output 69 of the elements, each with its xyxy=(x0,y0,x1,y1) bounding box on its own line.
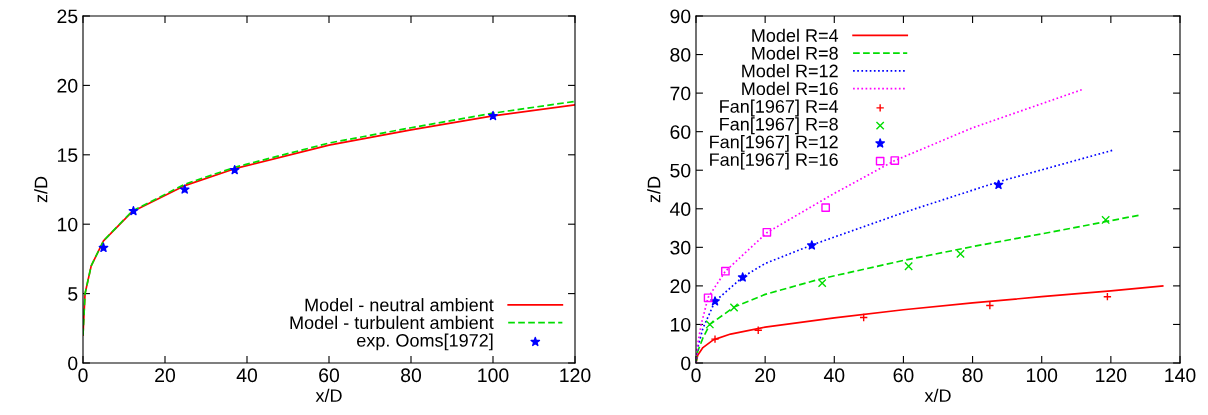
y-tick-label: 30 xyxy=(670,240,691,255)
y-tick-label: 10 xyxy=(58,217,78,232)
legend-label: Model R=16 xyxy=(742,81,838,96)
point xyxy=(710,334,720,344)
legend-label: Fan[1967] R=8 xyxy=(720,117,838,135)
y-tick-label: 25 xyxy=(57,9,78,24)
x-tick-label: 60 xyxy=(893,368,914,383)
x-axis-title: x/D xyxy=(315,388,342,403)
x-tick-label: 20 xyxy=(155,368,176,383)
point xyxy=(737,272,748,282)
y-tick-label: 70 xyxy=(670,86,691,101)
legend-label: Model - turbulent ambient xyxy=(290,315,494,330)
point xyxy=(1101,215,1111,225)
y-tick-label: 20 xyxy=(57,78,78,93)
line-series xyxy=(696,285,1164,363)
point xyxy=(98,242,109,253)
point xyxy=(179,184,190,194)
y-axis-title: z/D xyxy=(647,176,661,203)
x-tick-label: 40 xyxy=(236,368,258,383)
point xyxy=(904,261,913,271)
legend-label: Fan[1967] R=16 xyxy=(710,152,838,170)
x-tick-label: 120 xyxy=(1096,368,1127,383)
x-tick-label: 100 xyxy=(478,368,509,383)
y-tick-label: 15 xyxy=(58,148,78,163)
point xyxy=(128,205,139,216)
point xyxy=(956,249,965,259)
x-tick-label: 140 xyxy=(1165,368,1196,383)
point xyxy=(890,156,900,165)
x-tick-label: 120 xyxy=(560,368,591,383)
point xyxy=(806,240,817,250)
point xyxy=(817,278,827,288)
x-tick-label: 80 xyxy=(962,368,983,383)
y-tick-label: 80 xyxy=(670,48,691,62)
point xyxy=(729,303,739,312)
legend-label: exp. Ooms[1972] xyxy=(357,333,493,351)
point xyxy=(721,266,730,276)
y-axis-title: z/D xyxy=(34,176,48,203)
point xyxy=(229,164,240,175)
point xyxy=(985,301,995,310)
point xyxy=(993,179,1004,190)
y-tick-label: 40 xyxy=(669,202,691,217)
y-tick-label: 0 xyxy=(68,356,78,371)
legend-label: Model - neutral ambient xyxy=(305,298,494,312)
point xyxy=(710,296,720,306)
y-tick-label: 10 xyxy=(671,317,691,332)
point xyxy=(488,110,498,121)
y-tick-label: 0 xyxy=(681,356,691,371)
point xyxy=(821,203,831,212)
legend-label: Model R=12 xyxy=(742,64,838,78)
y-tick-label: 90 xyxy=(670,9,691,24)
y-tick-label: 20 xyxy=(670,279,691,294)
x-tick-label: 100 xyxy=(1026,368,1058,383)
x-axis-title: x/D xyxy=(924,388,951,403)
point xyxy=(703,293,713,303)
legend-label: Fan[1967] R=4 xyxy=(720,99,839,117)
x-tick-label: 60 xyxy=(319,368,340,383)
x-tick-label: 80 xyxy=(401,368,422,383)
y-tick-label: 60 xyxy=(670,125,691,139)
legend-label: Fan[1967] R=12 xyxy=(710,135,838,152)
point xyxy=(705,320,715,329)
y-tick-label: 50 xyxy=(670,163,691,178)
x-tick-label: 20 xyxy=(755,368,776,383)
legend-label: Model R=8 xyxy=(752,46,838,60)
legend-label: Model R=4 xyxy=(752,28,839,42)
point xyxy=(762,227,772,237)
x-tick-label: 0 xyxy=(78,368,88,383)
x-tick-label: 40 xyxy=(823,368,845,383)
y-tick-label: 5 xyxy=(68,287,78,301)
x-tick-label: 0 xyxy=(691,368,701,383)
